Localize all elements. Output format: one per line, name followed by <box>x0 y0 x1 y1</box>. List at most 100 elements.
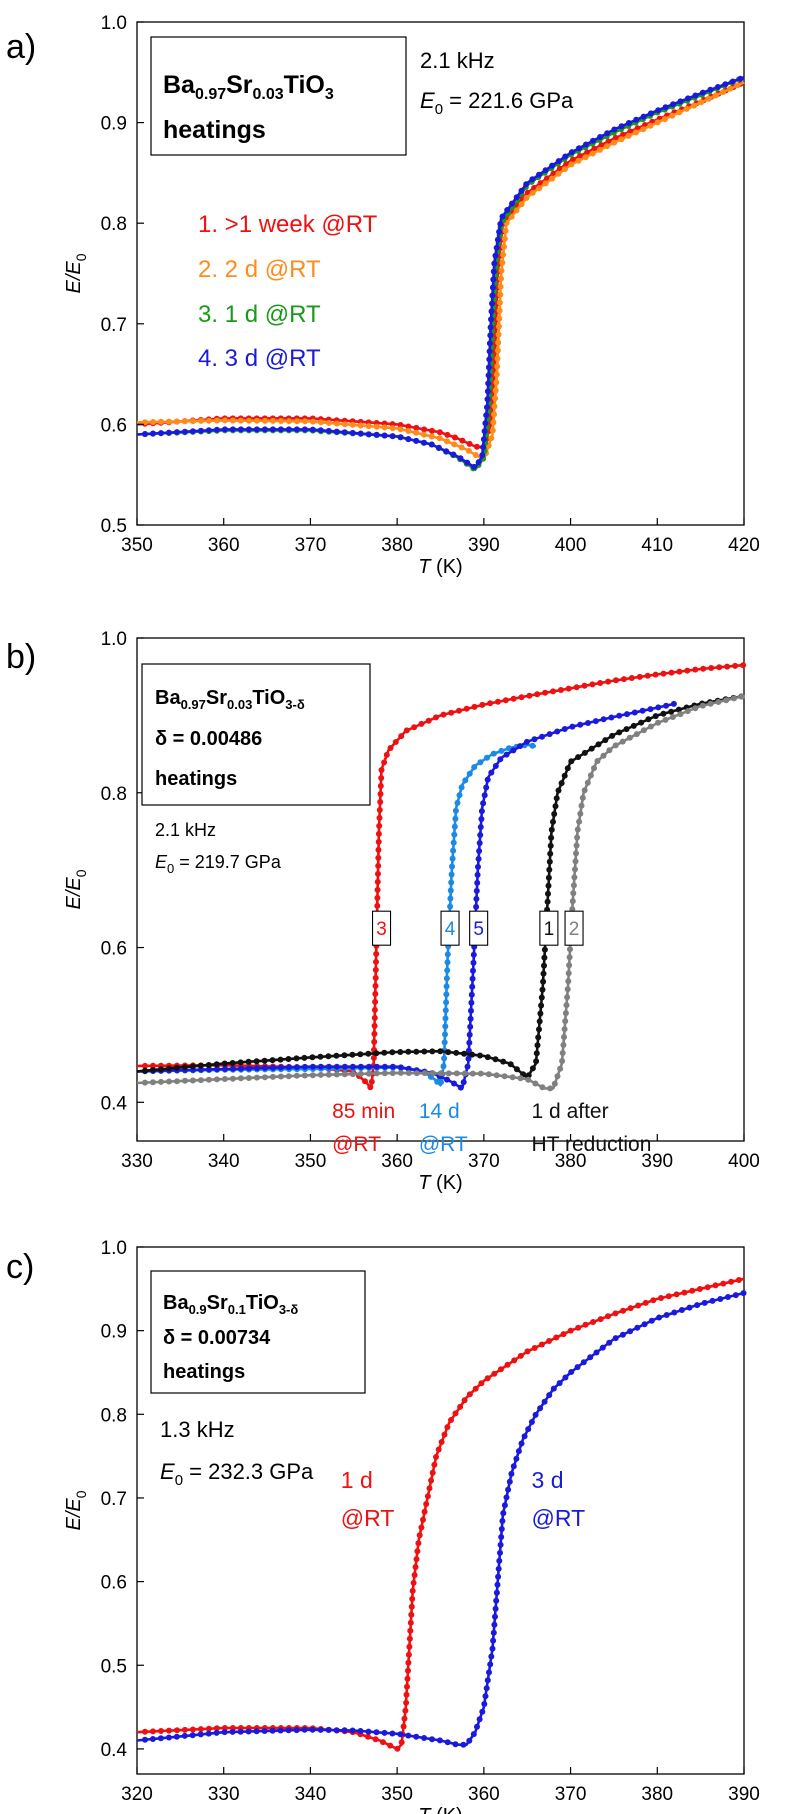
data-point <box>205 427 212 434</box>
curve-label-box <box>539 910 559 946</box>
y-tick-label: 1.0 <box>101 629 127 650</box>
data-point <box>445 1070 452 1077</box>
data-point <box>531 736 538 743</box>
data-point <box>405 1065 412 1072</box>
data-point <box>547 1085 554 1092</box>
data-point <box>498 267 505 274</box>
data-point <box>604 143 610 150</box>
data-point <box>488 1653 495 1660</box>
data-point <box>441 1431 448 1438</box>
data-point <box>684 708 691 715</box>
x-tick-label: 320 <box>121 1784 153 1805</box>
data-point <box>245 1075 252 1081</box>
data-point <box>491 260 498 267</box>
data-point <box>537 1405 544 1412</box>
data-point <box>723 697 730 704</box>
data-point <box>460 1741 467 1748</box>
data-point <box>669 714 676 720</box>
data-point <box>443 999 450 1006</box>
data-point <box>380 1739 386 1746</box>
data-point <box>372 974 379 981</box>
data-point <box>389 1730 396 1737</box>
data-point <box>486 1669 492 1676</box>
data-point <box>373 1070 380 1077</box>
data-point <box>720 89 726 96</box>
data-point <box>253 1728 260 1735</box>
data-point <box>505 745 512 752</box>
data-point <box>229 426 236 433</box>
data-point <box>573 850 579 857</box>
annotation-text: 1 d <box>341 1467 373 1493</box>
data-point <box>490 1637 497 1644</box>
data-point <box>373 431 380 438</box>
data-point <box>492 1605 499 1612</box>
data-point <box>694 1302 701 1309</box>
data-point <box>371 1030 378 1037</box>
data-point <box>517 1352 524 1359</box>
data-point <box>389 425 396 432</box>
x-tick-label: 370 <box>295 535 327 556</box>
data-point <box>221 1729 228 1736</box>
data-point <box>500 251 507 258</box>
data-point <box>413 1556 420 1563</box>
data-point <box>246 1065 252 1072</box>
data-point <box>413 1070 420 1077</box>
data-point <box>669 112 676 119</box>
data-point <box>262 1064 268 1071</box>
data-point <box>492 252 499 259</box>
x-axis-label: T (K) <box>418 556 462 578</box>
data-point <box>642 1299 649 1306</box>
data-point <box>477 824 484 830</box>
data-point <box>536 1026 542 1033</box>
data-point <box>494 355 501 362</box>
data-point <box>333 1052 340 1059</box>
data-point <box>678 1307 685 1313</box>
data-point <box>529 189 536 196</box>
data-point <box>365 1063 372 1070</box>
data-point <box>573 842 580 849</box>
data-point <box>576 145 582 152</box>
data-point <box>625 132 632 139</box>
data-point <box>533 1050 540 1057</box>
data-point <box>521 1433 528 1440</box>
data-point <box>650 1297 657 1304</box>
data-point <box>700 665 707 672</box>
data-point <box>371 1014 378 1021</box>
data-point <box>372 966 379 973</box>
data-point <box>634 1324 641 1331</box>
curve-label-text: 5 <box>473 919 484 940</box>
y-tick-label: 0.8 <box>101 784 127 805</box>
data-point <box>567 946 573 953</box>
data-point <box>593 1349 600 1356</box>
data-point <box>471 764 478 771</box>
data-point <box>597 134 604 140</box>
data-point <box>448 879 455 886</box>
data-point <box>383 751 390 758</box>
data-point <box>389 1049 396 1056</box>
data-point <box>365 1733 371 1740</box>
data-point <box>285 1073 292 1080</box>
data-point <box>662 104 669 111</box>
data-point <box>606 747 613 754</box>
data-point <box>405 1070 412 1076</box>
data-point <box>333 1063 340 1070</box>
data-point <box>546 866 553 873</box>
data-point <box>149 1736 156 1742</box>
data-point <box>510 695 517 702</box>
data-point <box>496 228 503 235</box>
data-point <box>483 784 490 791</box>
data-point <box>576 818 583 825</box>
data-point <box>442 1007 449 1014</box>
data-point <box>165 1734 172 1741</box>
data-point <box>484 1375 491 1382</box>
curve-label-text: 1 <box>544 919 555 940</box>
data-point <box>526 692 533 699</box>
data-point <box>654 119 661 126</box>
data-point <box>429 1048 436 1055</box>
data-point <box>375 854 382 861</box>
data-point <box>438 1439 445 1445</box>
data-point <box>513 207 520 214</box>
data-point <box>413 424 420 431</box>
data-point <box>652 713 659 720</box>
data-point <box>158 1078 164 1085</box>
